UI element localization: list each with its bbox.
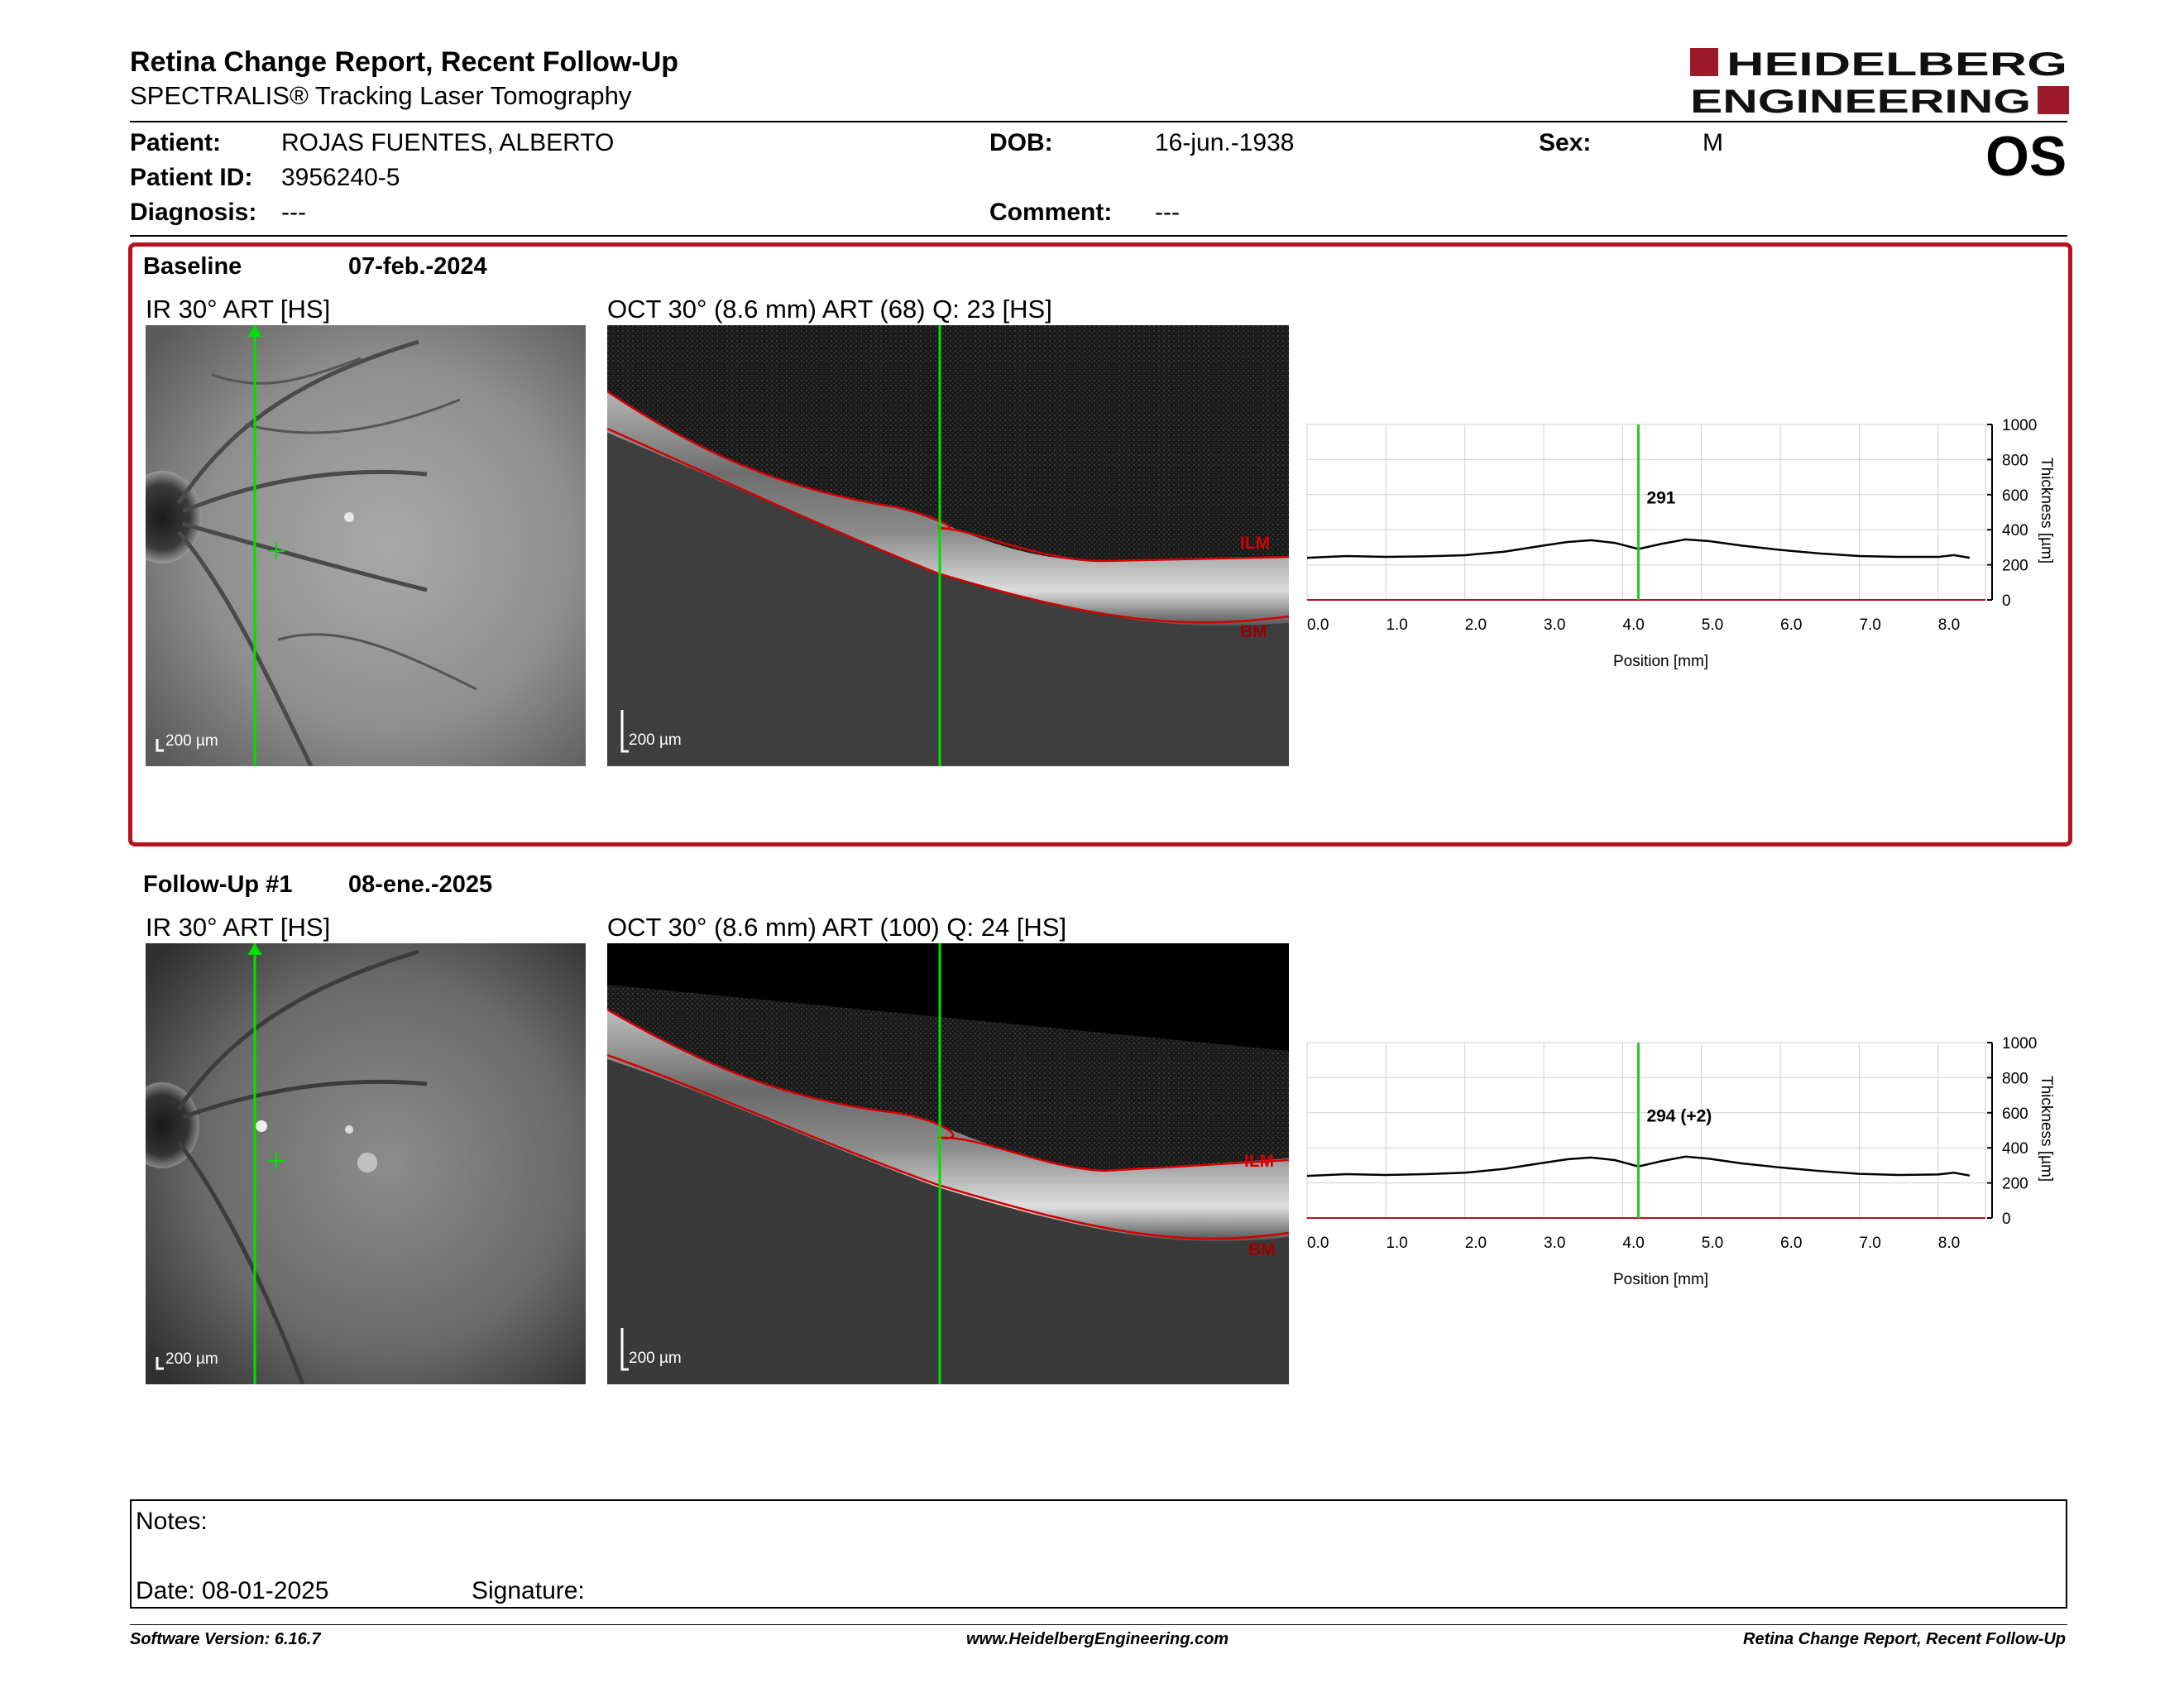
dob-label: DOB: [989,129,1053,156]
followup-ir-scale: 200 µm [165,1350,218,1368]
sex-value: M [1703,129,1723,156]
y-tick-label: 800 [2002,1070,2028,1087]
followup-date: 08-ene.-2025 [348,871,493,898]
baseline-oct-bscan-image[interactable]: ILM BM 200 µm [607,325,1289,766]
x-tick-label: 6.0 [1780,1235,1802,1252]
x-tick-label: 3.0 [1544,1235,1565,1252]
signature-label: Signature: [472,1577,585,1604]
y-tick-label: 200 [2002,558,2028,575]
comment-value: --- [1155,199,1180,226]
y-tick-label: 0 [2002,592,2011,610]
logo-line1: HEIDELBERG [1727,46,2067,83]
footer-website: www.HeidelbergEngineering.com [966,1630,1229,1648]
plot-frame [1306,424,1986,601]
y-tick-label: 1000 [2002,1035,2037,1053]
followup-thickness-plot: 0 200 400 600 800 1000 0.0 1.0 2.0 3.0 4.0 5.0 6.0 7.… [1306,1035,2055,1288]
notes-box[interactable] [130,1499,2067,1609]
x-tick-label: 5.0 [1702,616,1723,634]
baseline-ilm-label: ILM [1240,534,1270,553]
x-tick-label: 2.0 [1465,1235,1487,1252]
x-tick-label: 4.0 [1622,1235,1644,1252]
report-title: Retina Change Report, Recent Follow-Up [130,46,679,78]
patient-id: 3956240-5 [281,164,400,191]
followup-oct-bscan-image[interactable]: ILM BM 200 µm [607,943,1289,1384]
y-tick-label: 600 [2002,487,2028,505]
x-tick-label: 8.0 [1938,616,1960,634]
x-axis-label: Position [mm] [1613,1271,1708,1288]
baseline-ir-title: IR 30° ART [HS] [146,295,331,324]
diagnosis-value: --- [281,199,306,226]
y-tick-label: 400 [2002,1140,2028,1158]
x-tick-label: 3.0 [1544,616,1565,634]
x-tick-label: 0.0 [1307,1235,1329,1252]
logo-line2: ENGINEERING [1690,84,2031,117]
date-label: Date: 08-01-2025 [136,1577,329,1604]
patient-label: Patient: [130,129,222,156]
sex-label: Sex: [1539,129,1592,156]
x-tick-label: 6.0 [1780,616,1802,634]
x-tick-label: 7.0 [1859,1235,1880,1252]
x-tick-label: 8.0 [1938,1235,1960,1252]
x-tick-label: 2.0 [1465,616,1487,634]
patient-id-label: Patient ID: [130,164,253,191]
y-tick-label: 400 [2002,522,2028,539]
baseline-label: Baseline [143,253,242,280]
followup-ilm-label: ILM [1244,1152,1274,1171]
baseline-date: 07-feb.-2024 [348,253,487,280]
y-tick-label: 200 [2002,1176,2028,1193]
report-subtitle: SPECTRALIS® Tracking Laser Tomography [130,81,632,110]
baseline-oct-title: OCT 30° (8.6 mm) ART (68) Q: 23 [HS] [607,295,1052,324]
y-axis-label: Thickness [µm] [2038,1076,2055,1182]
baseline-thickness-plot: 0 200 400 600 800 1000 0.0 1.0 2.0 3.0 4.0 5.0 6.0 7.… [1306,417,2055,670]
x-axis-label: Position [mm] [1613,653,1708,670]
baseline-highlight-box [128,242,2072,846]
followup-ir-title: IR 30° ART [HS] [146,913,331,942]
footer-report-name: Retina Change Report, Recent Follow-Up [1743,1630,2067,1648]
footer-software-version: Software Version: 6.16.7 [130,1630,321,1648]
thickness-annotation: 291 [1646,488,1675,507]
patient-name: ROJAS FUENTES, ALBERTO [281,129,615,156]
baseline-ir-fundus-image[interactable]: 200 µm [146,325,586,766]
x-tick-label: 1.0 [1386,1235,1407,1252]
x-tick-label: 4.0 [1622,616,1644,634]
thickness-annotation: 294 (+2) [1646,1106,1712,1125]
thickness-series-line [1306,538,1971,559]
baseline-oct-scale: 200 µm [629,731,682,749]
dob-value: 16-jun.-1938 [1155,129,1295,156]
followup-oct-scale: 200 µm [629,1350,682,1367]
y-tick-label: 800 [2002,452,2028,469]
y-tick-label: 1000 [2002,417,2037,434]
diagnosis-label: Diagnosis: [130,199,257,226]
x-tick-label: 1.0 [1386,616,1407,634]
followup-oct-title: OCT 30° (8.6 mm) ART (100) Q: 24 [HS] [607,913,1067,942]
comment-label: Comment: [989,199,1113,226]
eye-laterality: OS [1985,125,2067,188]
x-tick-label: 5.0 [1702,1235,1723,1252]
thickness-series-line [1306,1155,1971,1177]
y-axis-label: Thickness [µm] [2038,458,2055,563]
y-tick-label: 0 [2002,1211,2011,1228]
followup-bm-label: BM [1248,1240,1276,1259]
followup-label: Follow-Up #1 [143,871,293,898]
heidelberg-logo: HEIDELBERG ENGINEERING [1690,46,2071,120]
baseline-ir-scale: 200 µm [165,732,218,750]
x-tick-label: 0.0 [1307,616,1329,634]
x-tick-label: 7.0 [1859,616,1880,634]
plot-frame [1306,1042,1986,1219]
y-tick-label: 600 [2002,1105,2028,1123]
notes-label: Notes: [136,1508,208,1535]
baseline-bm-label: BM [1240,622,1267,641]
followup-ir-fundus-image[interactable]: 200 µm [146,943,586,1384]
